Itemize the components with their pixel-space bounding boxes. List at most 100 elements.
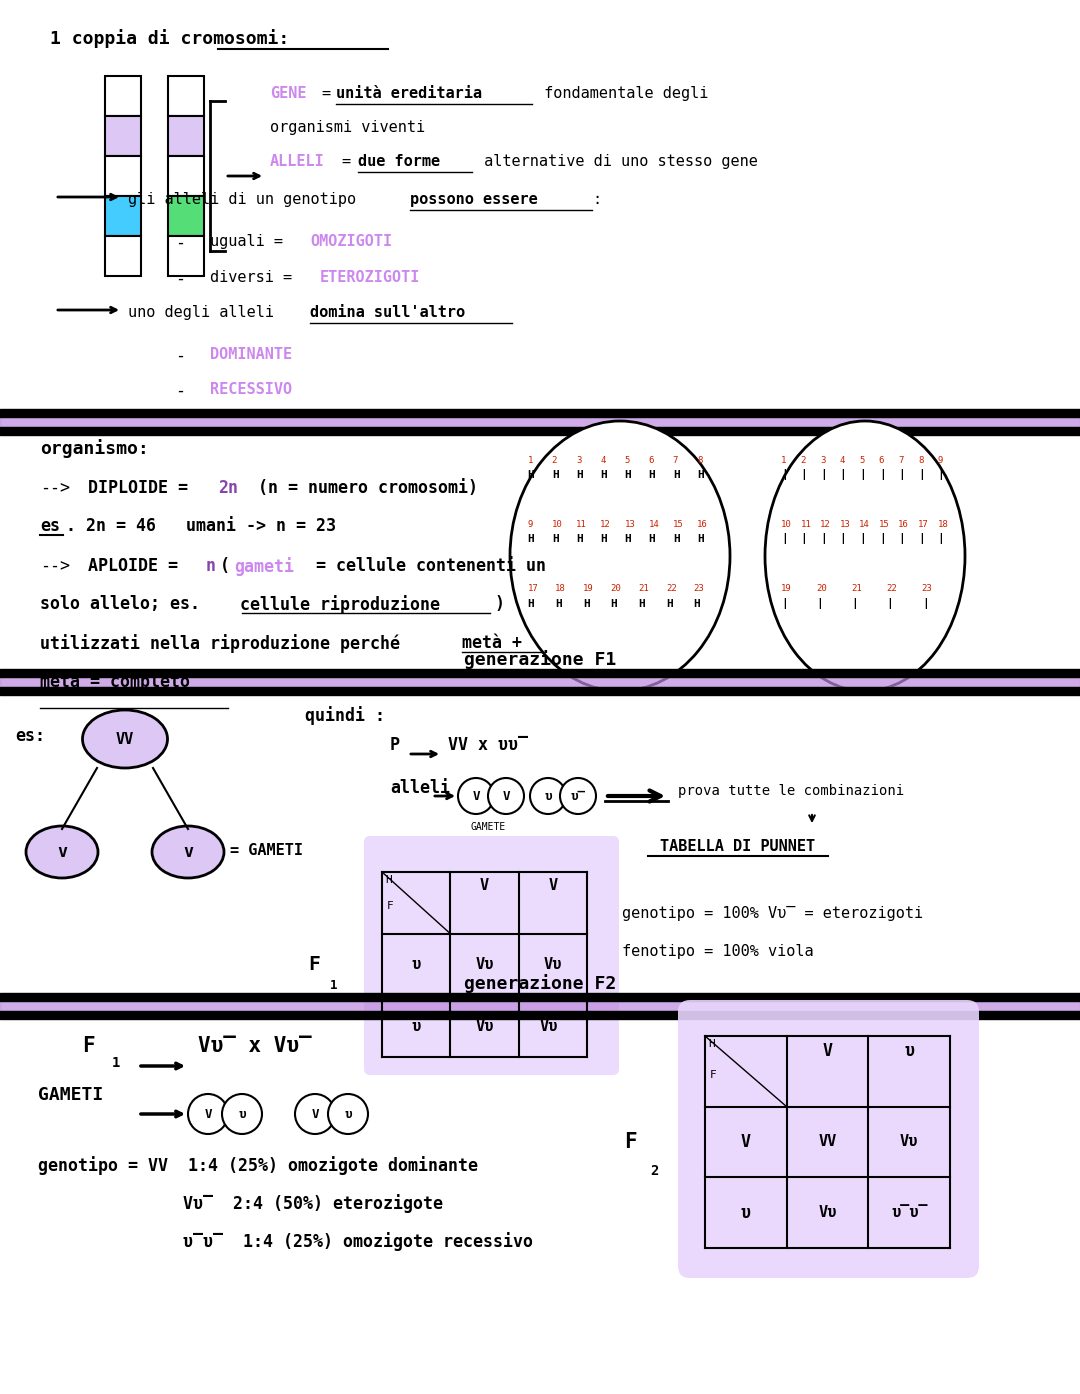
Text: Vυ: Vυ: [900, 1135, 918, 1150]
Text: |: |: [800, 470, 808, 481]
Text: VV: VV: [819, 1135, 837, 1150]
Text: domina sull'altro: domina sull'altro: [310, 305, 465, 321]
Text: uguali =: uguali =: [210, 234, 292, 250]
Text: 16: 16: [697, 520, 707, 528]
Text: 19: 19: [781, 584, 792, 594]
Text: H: H: [610, 598, 618, 609]
Text: 2: 2: [552, 456, 557, 464]
Text: utilizzati nella riproduzione perché: utilizzati nella riproduzione perché: [40, 634, 410, 652]
Text: |: |: [820, 470, 827, 481]
Text: due forme: due forme: [357, 153, 441, 169]
Bar: [168, 156, 204, 197]
Text: 5: 5: [624, 456, 630, 464]
Text: υ̅υ̅: υ̅υ̅: [891, 1206, 928, 1220]
Text: F: F: [710, 1069, 717, 1080]
Text: H: H: [600, 470, 607, 481]
Text: H: H: [528, 598, 535, 609]
Text: genotipo = VV  1:4 (25%) omozigote dominante: genotipo = VV 1:4 (25%) omozigote domina…: [38, 1156, 478, 1175]
Text: 11: 11: [800, 520, 811, 528]
Text: alleli: alleli: [390, 779, 450, 797]
Ellipse shape: [765, 421, 966, 691]
Text: |: |: [922, 598, 929, 609]
Text: 20: 20: [610, 584, 621, 594]
Text: 13: 13: [839, 520, 850, 528]
Bar: [105, 77, 141, 116]
Text: -: -: [175, 347, 185, 365]
Text: υ̅: υ̅: [570, 789, 585, 803]
Text: 17: 17: [918, 520, 929, 528]
Text: V: V: [741, 1133, 751, 1151]
Text: Vυ: Vυ: [475, 1019, 494, 1034]
Text: V: V: [549, 878, 557, 894]
Text: V: V: [502, 789, 510, 803]
Text: organismi viventi: organismi viventi: [270, 120, 426, 135]
Text: metà +: metà +: [462, 634, 522, 652]
Text: 18: 18: [937, 520, 948, 528]
Text: H: H: [649, 470, 656, 481]
Text: 6: 6: [649, 456, 654, 464]
Text: 14: 14: [860, 520, 870, 528]
Text: H: H: [624, 470, 631, 481]
Text: 22: 22: [666, 584, 677, 594]
Text: VV: VV: [116, 732, 134, 747]
Text: APLOIDE =: APLOIDE =: [87, 558, 188, 574]
Text: H: H: [552, 534, 558, 545]
FancyBboxPatch shape: [678, 999, 978, 1278]
Text: 15: 15: [673, 520, 684, 528]
Text: DIPLOIDE =: DIPLOIDE =: [87, 480, 198, 498]
Text: possono essere: possono essere: [410, 192, 538, 206]
Text: 2: 2: [800, 456, 806, 464]
Text: |: |: [816, 598, 823, 609]
Text: H: H: [555, 598, 562, 609]
Text: cellule riproduzione: cellule riproduzione: [230, 595, 440, 613]
Text: 15: 15: [879, 520, 890, 528]
Text: |: |: [839, 534, 847, 545]
Text: 12: 12: [820, 520, 831, 528]
Text: V: V: [823, 1041, 833, 1059]
Text: H: H: [638, 598, 645, 609]
Text: H: H: [624, 534, 631, 545]
Text: H: H: [697, 470, 704, 481]
Text: TABELLA DI PUNNET: TABELLA DI PUNNET: [661, 839, 815, 855]
Text: H: H: [697, 534, 704, 545]
Text: |: |: [918, 470, 924, 481]
Text: 9: 9: [528, 520, 532, 528]
Text: GAMETI: GAMETI: [38, 1086, 104, 1104]
Text: 22: 22: [887, 584, 897, 594]
Text: organismo:: organismo:: [40, 439, 149, 459]
Text: 21: 21: [638, 584, 649, 594]
Text: H: H: [649, 534, 656, 545]
Text: -: -: [175, 382, 185, 400]
Text: 7: 7: [673, 456, 678, 464]
Text: Vυ̅  2:4 (50%) eterozigote: Vυ̅ 2:4 (50%) eterozigote: [183, 1195, 443, 1213]
Text: es:: es:: [15, 728, 45, 744]
Text: 17: 17: [528, 584, 538, 594]
Text: H: H: [576, 534, 583, 545]
Text: (: (: [220, 558, 230, 574]
Text: 2: 2: [650, 1164, 659, 1178]
Text: 18: 18: [555, 584, 566, 594]
Text: GENE: GENE: [270, 86, 307, 100]
Text: V: V: [472, 789, 480, 803]
Text: RECESSIVO: RECESSIVO: [210, 382, 292, 397]
Text: 1 coppia di cromosomi:: 1 coppia di cromosomi:: [50, 29, 289, 47]
Text: :: :: [592, 192, 602, 206]
Text: |: |: [937, 534, 944, 545]
Text: v: v: [183, 843, 193, 861]
Text: GAMETE: GAMETE: [471, 822, 505, 832]
Text: 23: 23: [693, 584, 704, 594]
Text: υ: υ: [544, 789, 552, 803]
Text: 7: 7: [899, 456, 904, 464]
Text: 2n: 2n: [218, 480, 238, 498]
Text: 4: 4: [600, 456, 606, 464]
Text: 8: 8: [697, 456, 702, 464]
Text: H: H: [708, 1039, 715, 1050]
Text: DOMINANTE: DOMINANTE: [210, 347, 292, 362]
Text: diversi =: diversi =: [210, 270, 301, 284]
Text: generazione F2: generazione F2: [464, 974, 616, 993]
Circle shape: [188, 1094, 228, 1133]
Bar: [168, 236, 204, 276]
Text: F: F: [308, 955, 320, 974]
Text: Vυ: Vυ: [819, 1206, 837, 1220]
Text: |: |: [820, 534, 827, 545]
